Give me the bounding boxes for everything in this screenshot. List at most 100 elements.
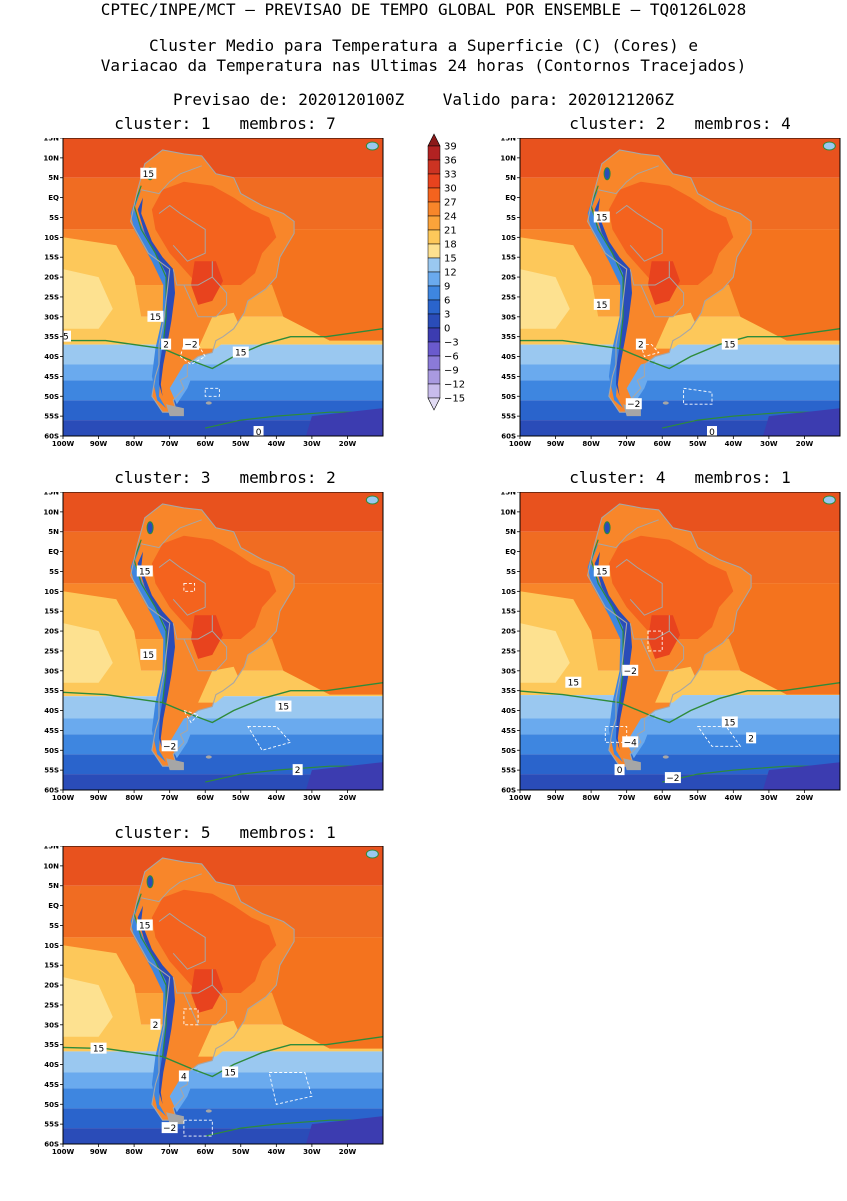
warm-land-region	[608, 535, 734, 647]
map-frame	[62, 492, 384, 791]
lat-tick-label: 60S	[44, 787, 59, 795]
contour-label: 15	[596, 213, 607, 223]
lat-tick-label: 15S	[44, 962, 59, 970]
temperature-band	[63, 420, 383, 436]
lat-tick-label: 60S	[44, 1141, 59, 1149]
lat-tick-label: 40S	[501, 353, 516, 361]
colorbar-label: −9	[444, 366, 459, 377]
country-border	[615, 204, 663, 262]
contour-label-box	[622, 736, 639, 748]
contour-label: −2	[163, 742, 176, 752]
header-line-4: Previsao de: 2020120100Z Valido para: 20…	[173, 90, 674, 109]
country-border	[211, 615, 228, 672]
coastline	[130, 503, 295, 767]
country-border	[598, 519, 659, 549]
contour-label-box	[625, 398, 642, 410]
contour-label: 15	[235, 349, 246, 359]
lat-tick-label: 5S	[49, 214, 59, 222]
lat-tick-label: 55S	[44, 767, 59, 775]
contour-label: −2	[627, 400, 640, 410]
lon-tick-label: 70W	[161, 440, 179, 448]
temperature-band	[63, 1108, 383, 1129]
colorbar-segment	[427, 313, 441, 329]
contour-label-box	[183, 338, 199, 350]
cool-pacific-core	[63, 623, 113, 683]
contour-label: 2	[153, 1021, 159, 1031]
colorbar-label: 21	[444, 226, 457, 237]
dashed-contour	[182, 709, 199, 724]
temperature-band	[63, 774, 383, 790]
lat-tick-label: 20S	[44, 628, 59, 636]
map-panel-3: 15 15 15 −2 2 15N 10N 5N EQ 5S 10S 15S 20S 25S 30S 35S 4…	[30, 492, 385, 847]
temperature-band	[63, 400, 383, 421]
country-border	[141, 519, 202, 549]
temperature-band	[520, 364, 840, 381]
lat-tick-label: 30S	[44, 313, 59, 321]
contour-label: 4	[181, 1072, 187, 1082]
lat-tick-label: 30S	[44, 667, 59, 675]
colorbar-label: 3	[444, 310, 450, 321]
contour-label-box	[222, 1066, 239, 1078]
colorbar-segment	[427, 369, 441, 385]
lat-tick-label: 20S	[501, 274, 516, 282]
country-border	[598, 165, 659, 195]
lat-tick-label: 20S	[44, 274, 59, 282]
lon-tick-label: 40W	[268, 1148, 286, 1156]
contour-label-box	[593, 565, 610, 577]
tierra-del-fuego	[166, 404, 184, 417]
lon-tick-label: 90W	[90, 1148, 108, 1156]
lat-tick-label: EQ	[505, 548, 516, 556]
map-field: 15 15 15 2 −2 15 0	[57, 138, 383, 436]
lon-tick-label: 70W	[618, 440, 636, 448]
contour-label-box	[721, 338, 738, 350]
lon-tick-label: 70W	[161, 794, 179, 802]
contour-label-box	[565, 676, 582, 688]
contour-label: 15	[57, 333, 68, 343]
lat-tick-label: 5S	[49, 922, 59, 930]
lat-tick-label: 50S	[44, 747, 59, 755]
contour-label-box	[136, 919, 153, 931]
panel-5-title: cluster: 5 membros: 1	[114, 823, 336, 842]
cold-ocean-region	[305, 762, 383, 790]
lon-tick-label: 50W	[689, 440, 707, 448]
temperature-band	[520, 380, 840, 401]
lat-tick-label: 10S	[501, 588, 516, 596]
lat-tick-label: 35S	[501, 333, 516, 341]
lon-tick-label: 80W	[582, 440, 600, 448]
colorbar-label: −3	[444, 338, 459, 349]
contour-label-box	[178, 1070, 189, 1082]
tierra-del-fuego	[623, 758, 641, 771]
coastline	[130, 149, 295, 413]
contour-label-box	[635, 338, 646, 350]
lat-tick-label: 60S	[501, 787, 516, 795]
lon-tick-label: 30W	[303, 1148, 321, 1156]
lat-tick-label: 30S	[501, 313, 516, 321]
colorbar-segment	[427, 327, 441, 343]
lat-tick-label: 35S	[44, 687, 59, 695]
lat-tick-label: 5S	[506, 214, 516, 222]
temperature-band	[63, 492, 383, 532]
country-border	[158, 912, 206, 970]
warm-ocean-region	[726, 583, 840, 695]
dashed-contour	[640, 344, 660, 358]
colorbar-label: 33	[444, 170, 457, 181]
pampas-region	[655, 666, 698, 703]
country-border	[172, 622, 213, 640]
contour-label: 15	[143, 170, 154, 180]
andes-core-region	[137, 551, 175, 751]
contour-label-box	[161, 1122, 178, 1134]
contour-label-box	[140, 648, 157, 660]
dashed-contour	[696, 725, 742, 747]
lat-tick-label: EQ	[505, 194, 516, 202]
contour-label-box	[90, 1042, 107, 1054]
contour-label: 2	[748, 734, 754, 744]
contour-label: 15	[596, 567, 607, 577]
lon-tick-label: 90W	[547, 440, 565, 448]
temperature-band	[63, 734, 383, 755]
contour-label: 15	[724, 341, 735, 351]
falkland-islands	[205, 755, 212, 759]
lon-tick-label: 20W	[796, 794, 814, 802]
contour-label: 15	[143, 651, 154, 661]
colorbar-label: 36	[444, 156, 457, 167]
temperature-band	[63, 718, 383, 735]
